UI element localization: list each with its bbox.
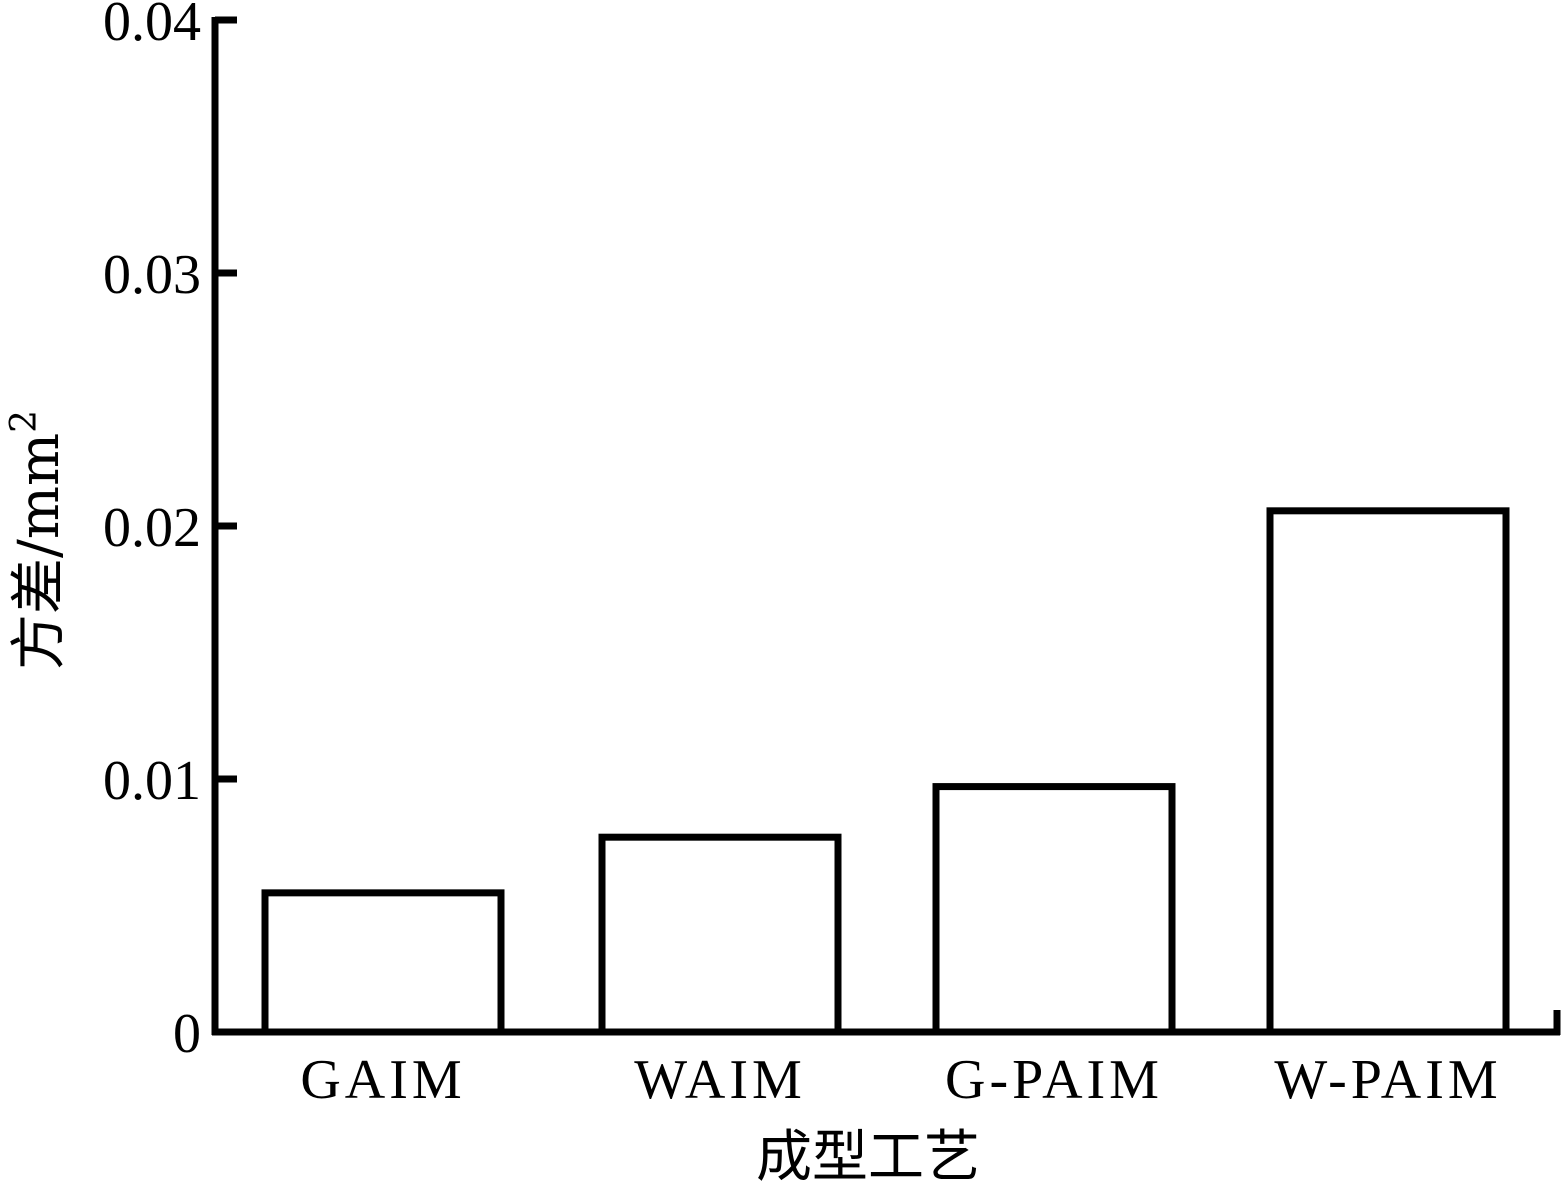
y-tick-label: 0: [173, 1003, 201, 1065]
bar-gaim: [261, 889, 505, 1036]
bar-g-paim: [932, 783, 1176, 1036]
bar-waim: [598, 833, 842, 1036]
y-tick-label: 0.04: [103, 0, 201, 53]
x-labels-group: GAIM WAIM G-PAIM W-PAIM: [300, 1049, 1501, 1111]
y-axis-title: 方差/mm2: [4, 410, 72, 670]
x-tick-label: WAIM: [634, 1049, 806, 1111]
y-axis-title-superscript: 2: [4, 410, 45, 433]
x-tick-label: GAIM: [300, 1049, 465, 1111]
y-tick-label: 0.02: [103, 497, 201, 559]
y-axis-title-main: 方差/mm: [7, 433, 72, 670]
x-tick-label: G-PAIM: [945, 1049, 1163, 1111]
x-tick-label: W-PAIM: [1274, 1049, 1501, 1111]
bar-w-paim: [1266, 507, 1510, 1036]
y-tick-label: 0.01: [103, 750, 201, 812]
y-tick-label: 0.03: [103, 244, 201, 306]
x-axis-title: 成型工艺: [756, 1125, 980, 1185]
bars-group: [261, 507, 1510, 1036]
y-ticks-group: 0 0.01 0.02 0.03 0.04: [103, 0, 237, 1065]
